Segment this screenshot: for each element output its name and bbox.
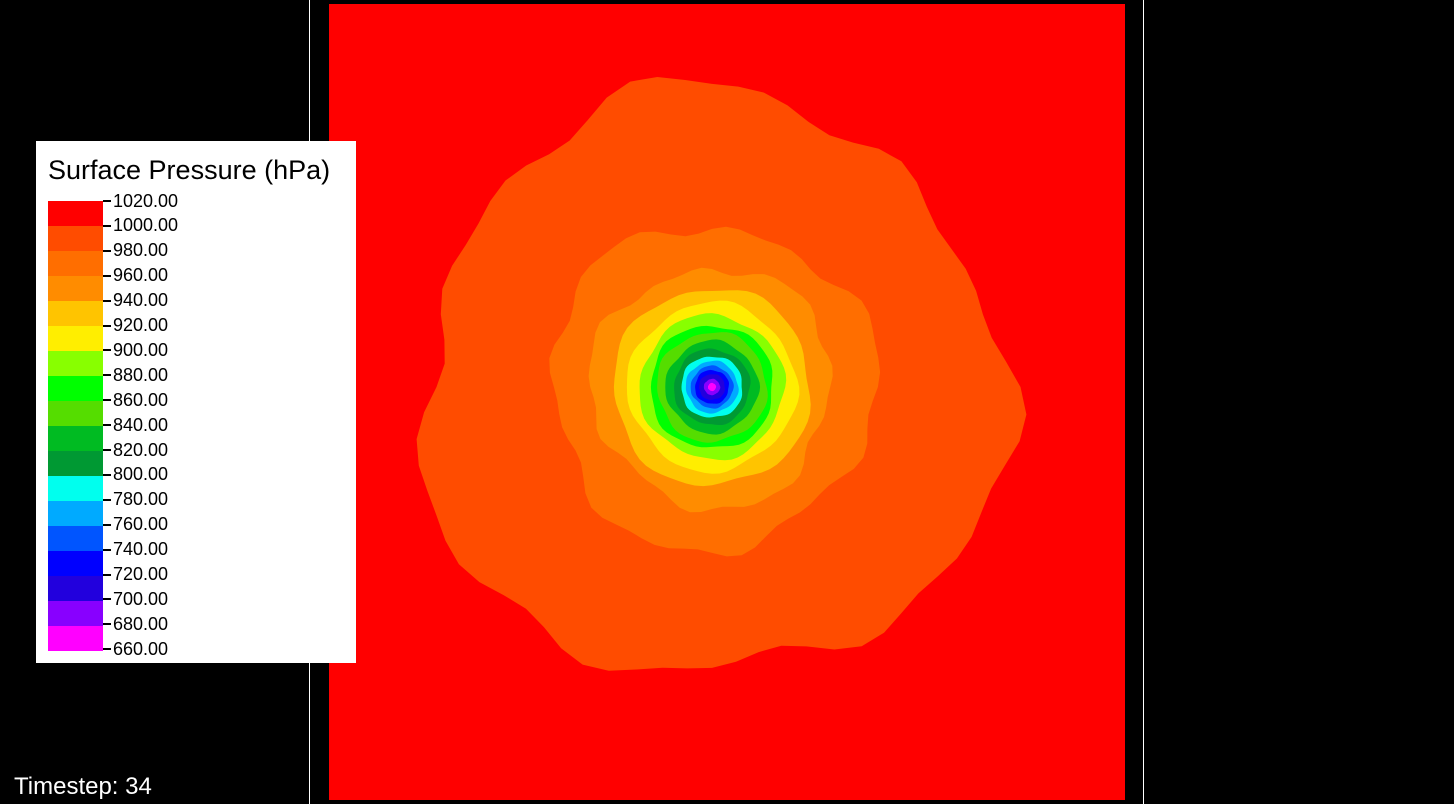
legend-tick: 880.00 bbox=[103, 365, 168, 385]
legend-swatch bbox=[48, 476, 103, 501]
tick-mark bbox=[103, 274, 111, 277]
legend-tick: 900.00 bbox=[103, 340, 168, 360]
legend-swatch bbox=[48, 626, 103, 651]
tick-mark bbox=[103, 424, 111, 427]
tick-mark bbox=[103, 349, 111, 352]
legend-tick: 840.00 bbox=[103, 415, 168, 435]
legend-swatch bbox=[48, 451, 103, 476]
legend-tick: 700.00 bbox=[103, 589, 168, 609]
tick-label: 680.00 bbox=[113, 613, 169, 634]
tick-mark bbox=[103, 473, 111, 476]
tick-mark bbox=[103, 324, 111, 327]
tick-mark bbox=[103, 648, 111, 651]
legend-swatch bbox=[48, 301, 103, 326]
legend-swatch bbox=[48, 251, 103, 276]
legend-tick: 1000.00 bbox=[103, 215, 179, 236]
legend-swatch bbox=[48, 601, 103, 626]
legend-tick: 820.00 bbox=[103, 440, 168, 460]
tick-label: 820.00 bbox=[113, 439, 169, 460]
tick-mark bbox=[103, 523, 111, 526]
tick-label: 780.00 bbox=[113, 489, 169, 510]
tick-mark bbox=[103, 249, 111, 252]
tick-label: 860.00 bbox=[113, 389, 169, 410]
tick-label: 720.00 bbox=[113, 564, 169, 584]
legend-tick: 680.00 bbox=[103, 614, 168, 634]
legend-title: Surface Pressure (hPa) bbox=[48, 155, 331, 185]
tick-label: 980.00 bbox=[113, 240, 169, 261]
tick-label: 940.00 bbox=[113, 290, 169, 311]
tick-label: 920.00 bbox=[113, 315, 169, 335]
tick-mark bbox=[103, 200, 111, 202]
tick-mark bbox=[103, 623, 111, 626]
tick-mark bbox=[103, 573, 111, 576]
legend-tick: 740.00 bbox=[103, 539, 169, 560]
legend-tick: 1020.00 bbox=[103, 191, 178, 211]
tick-mark bbox=[103, 449, 111, 451]
legend-tick: 760.00 bbox=[103, 514, 169, 535]
pressure-contours bbox=[416, 77, 1027, 671]
legend-swatch bbox=[48, 376, 103, 401]
tick-label: 800.00 bbox=[113, 464, 169, 485]
tick-label: 960.00 bbox=[113, 265, 169, 286]
legend-tick: 960.00 bbox=[103, 265, 169, 286]
legend-swatch bbox=[48, 526, 103, 551]
legend-tick: 980.00 bbox=[103, 240, 169, 261]
tick-mark bbox=[103, 548, 111, 551]
legend-swatch bbox=[48, 276, 103, 301]
legend-tick: 920.00 bbox=[103, 315, 169, 336]
legend-swatch bbox=[48, 576, 103, 601]
legend-tick: 660.00 bbox=[103, 639, 168, 659]
tick-mark bbox=[103, 299, 111, 302]
legend-color-bar bbox=[48, 201, 103, 651]
tick-mark bbox=[103, 224, 111, 227]
tick-label: 900.00 bbox=[113, 339, 169, 360]
tick-mark bbox=[103, 498, 111, 501]
legend-tick: 940.00 bbox=[103, 290, 169, 311]
legend-tick: 800.00 bbox=[103, 464, 169, 485]
tick-label: 740.00 bbox=[113, 539, 169, 560]
tick-label: 840.00 bbox=[113, 414, 169, 435]
legend-swatch bbox=[48, 426, 103, 451]
tick-label: 1000.00 bbox=[113, 215, 179, 236]
legend-swatch bbox=[48, 226, 103, 251]
legend-tick: 720.00 bbox=[103, 564, 169, 585]
tick-label: 1020.00 bbox=[113, 190, 179, 211]
legend-swatch bbox=[48, 201, 103, 226]
tick-mark bbox=[103, 598, 111, 601]
tick-mark bbox=[103, 399, 111, 402]
timestep-label: Timestep: 34 bbox=[14, 773, 152, 800]
pressure-field-plot[interactable] bbox=[329, 4, 1125, 800]
tick-label: 880.00 bbox=[113, 364, 169, 385]
legend-tick: 780.00 bbox=[103, 489, 169, 510]
legend-swatch bbox=[48, 501, 103, 526]
contour-band-680 bbox=[708, 382, 717, 392]
legend-tick: 860.00 bbox=[103, 390, 168, 410]
legend-swatch bbox=[48, 326, 103, 351]
tick-label: 760.00 bbox=[113, 514, 169, 535]
tick-label: 700.00 bbox=[113, 588, 169, 609]
tick-mark bbox=[103, 374, 111, 377]
tick-label: 660.00 bbox=[113, 638, 169, 659]
legend-swatch bbox=[48, 551, 103, 576]
legend-swatch bbox=[48, 401, 103, 426]
color-legend: Surface Pressure (hPa) 1020.00 1000.00 980… bbox=[36, 141, 356, 663]
legend-swatch bbox=[48, 351, 103, 376]
